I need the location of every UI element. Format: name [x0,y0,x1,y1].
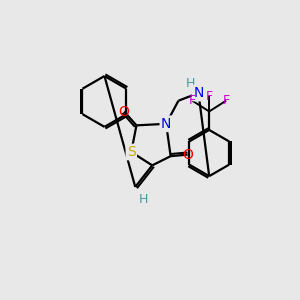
Text: H: H [186,76,195,89]
Text: F: F [189,94,196,107]
Text: O: O [182,148,193,162]
Text: H: H [138,193,148,206]
Text: F: F [223,94,230,107]
Text: N: N [161,117,171,131]
Text: N: N [193,86,204,100]
Text: S: S [127,145,136,159]
Text: O: O [119,104,130,118]
Text: F: F [206,90,213,103]
